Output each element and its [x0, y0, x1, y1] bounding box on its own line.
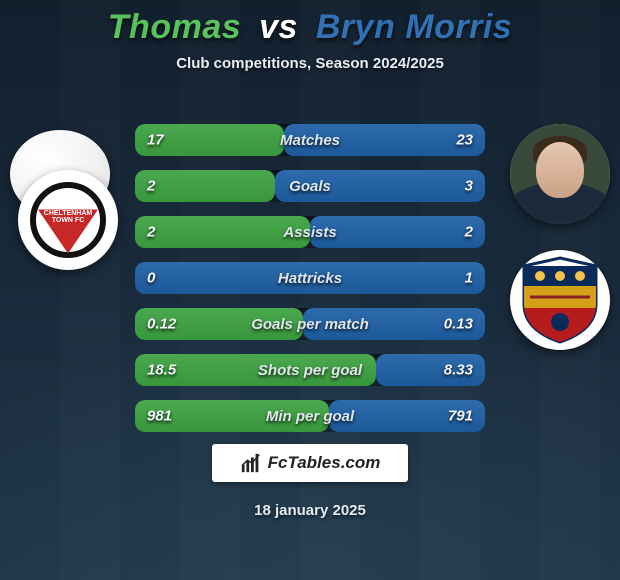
stat-label: Goals per match [251, 316, 369, 333]
player2-club-crest [510, 250, 610, 350]
stat-row: 0 Hattricks 1 [135, 262, 485, 294]
stat-row: 0.12 Goals per match 0.13 [135, 308, 485, 340]
stat-value-right: 2 [465, 224, 473, 241]
title-player2: Bryn Morris [316, 8, 512, 46]
stat-label: Assists [283, 224, 336, 241]
player2-avatar [510, 124, 610, 224]
page-title: Thomas vs Bryn Morris [0, 0, 620, 47]
stat-value-left: 18.5 [147, 362, 176, 379]
stat-value-left: 2 [147, 224, 155, 241]
stat-row: 2 Goals 3 [135, 170, 485, 202]
stat-row: 981 Min per goal 791 [135, 400, 485, 432]
stat-bar-left [135, 170, 275, 202]
stat-value-right: 3 [465, 178, 473, 195]
stat-label: Hattricks [278, 270, 342, 287]
stat-label: Goals [289, 178, 331, 195]
stat-row: 18.5 Shots per goal 8.33 [135, 354, 485, 386]
subtitle: Club competitions, Season 2024/2025 [0, 55, 620, 72]
stat-value-right: 791 [448, 408, 473, 425]
date-text: 18 january 2025 [0, 502, 620, 519]
club-left-label: CHELTENHAM TOWN FC [44, 210, 92, 224]
stat-row: 2 Assists 2 [135, 216, 485, 248]
stat-label: Matches [280, 132, 340, 149]
title-vs: vs [259, 8, 298, 46]
brand-logo-icon [240, 452, 262, 474]
stat-value-left: 0.12 [147, 316, 176, 333]
stat-value-right: 1 [465, 270, 473, 287]
stat-value-left: 981 [147, 408, 172, 425]
player1-club-crest: CHELTENHAM TOWN FC [18, 170, 118, 270]
stat-value-right: 8.33 [444, 362, 473, 379]
stat-value-left: 0 [147, 270, 155, 287]
stat-value-right: 0.13 [444, 316, 473, 333]
stat-row: 17 Matches 23 [135, 124, 485, 156]
stat-value-left: 2 [147, 178, 155, 195]
title-player1: Thomas [108, 8, 241, 46]
stat-label: Min per goal [266, 408, 354, 425]
stat-value-left: 17 [147, 132, 164, 149]
stats-container: 17 Matches 23 2 Goals 3 2 Assists 2 0 Ha… [135, 124, 485, 432]
stat-value-right: 23 [456, 132, 473, 149]
stat-label: Shots per goal [258, 362, 362, 379]
brand-text: FcTables.com [268, 453, 381, 473]
brand-badge: FcTables.com [212, 444, 408, 482]
